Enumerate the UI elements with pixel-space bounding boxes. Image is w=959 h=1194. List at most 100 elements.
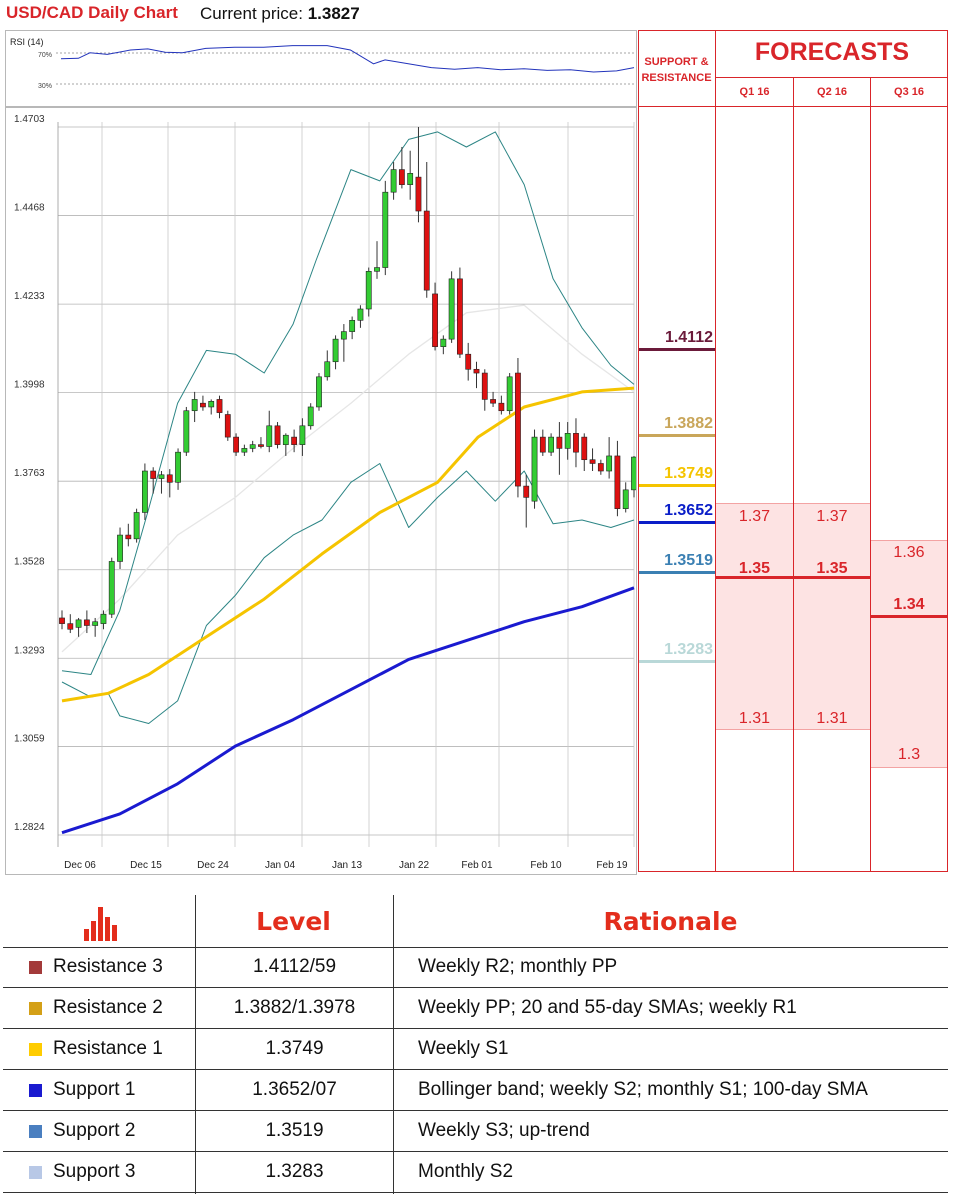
rsi-level-30: 30% [38,83,52,90]
level-color-swatch [29,1043,42,1056]
forecast-q1-low: 1.31 [738,710,771,727]
bollinger-upper-line [61,131,635,675]
forecast-q1-mid-line [716,576,793,579]
forecasts-header: FORECASTS [754,38,910,66]
candle [382,180,389,276]
table-row: Support 1 1.3652/07 Bollinger band; weekly… [3,1070,948,1111]
y-tick-label: 1.3528 [14,557,45,568]
x-tick-label: Jan 22 [399,860,429,871]
rationale-column-header: Rationale [603,907,738,936]
candle [473,361,480,389]
sr-level-label: 1.3882 [664,415,713,433]
candle [266,410,273,453]
sr-level-line [639,660,715,664]
level-color-swatch [29,961,42,974]
candle [200,395,206,411]
x-tick-label: Dec 24 [197,860,229,871]
forecast-range-q2 [794,503,870,730]
candle [92,617,99,637]
candle [340,324,347,362]
candle [539,429,546,456]
candle [432,282,438,351]
x-tick-label: Dec 15 [130,860,162,871]
quarter-header-q2: Q2 16 [817,86,847,98]
table-cell-level: 1.3882/1.3978 [233,997,356,1018]
candle [357,305,364,328]
candle [614,440,621,517]
candle [365,267,372,317]
rsi-label: RSI (14) [10,37,44,47]
candle [606,437,613,479]
candle [191,391,198,423]
candle [150,467,157,494]
x-tick-label: Dec 06 [64,860,96,871]
table-cell-level: 1.3283 [265,1161,324,1182]
candle [440,335,447,355]
candle [316,373,322,411]
candle [324,350,331,381]
table-cell-name: Support 3 [53,1161,136,1182]
candle [523,474,530,528]
table-cell-name: Support 1 [53,1079,136,1100]
candle [216,395,223,419]
table-cell-rationale: Bollinger band; weekly S2; monthly S1; 1… [418,1079,868,1100]
candle [498,395,505,415]
table-cell-name: Resistance 1 [53,1038,163,1059]
forecast-q2-high: 1.37 [816,508,848,525]
candle [141,463,148,520]
candle [224,410,231,441]
x-tick-label: Feb 10 [530,860,562,871]
candle [481,369,488,411]
candle [117,527,123,569]
candle [108,557,115,618]
candle [374,241,380,279]
candle [390,162,397,200]
table-cell-rationale: Monthly S2 [418,1161,514,1182]
candle [407,150,414,200]
candle [100,610,107,630]
candle [75,617,82,637]
candle [249,440,256,453]
candle [548,433,555,456]
sr-level-label: 1.4112 [664,328,713,346]
candle [233,433,239,456]
candle [465,342,472,381]
quarter-header-q1: Q1 16 [739,86,770,98]
table-header-row: Level Rationale [3,895,948,948]
quarter-header-q3: Q3 16 [894,86,924,98]
table-cell-level: 1.4112/59 [252,956,337,977]
candle [597,459,604,475]
candle [83,610,90,634]
level-color-swatch [29,1002,42,1015]
forecast-q1-high: 1.37 [738,508,771,525]
candle [423,162,430,298]
table-row: Support 3 1.3283 Monthly S2 [3,1152,948,1193]
candle [166,469,173,498]
table-row: Resistance 3 1.4112/59 Weekly R2; monthly … [3,947,948,988]
y-tick-label: 1.4233 [14,291,45,302]
candle [415,127,422,223]
table-cell-rationale: Weekly PP; 20 and 55-day SMAs; weekly R1 [418,997,797,1018]
candle [448,271,455,343]
sr-level-line [639,347,715,351]
candle [125,523,132,547]
candle [208,399,215,415]
candle [515,357,521,498]
candle [631,455,636,498]
candle [67,614,74,634]
candle [274,422,281,449]
forecast-q2-low: 1.31 [816,710,848,727]
candle [332,335,339,370]
candle [258,437,264,449]
candle [299,418,306,456]
sma20-line [61,304,635,653]
rsi-level-70: 70% [38,52,52,59]
rsi-plot: RSI (14) 70% 30% [10,37,635,90]
table-cell-name: Support 2 [53,1120,136,1141]
table-cell-level: 1.3519 [265,1120,324,1141]
bollinger-lower-line [61,463,635,724]
candle [490,391,496,407]
table-cell-level: 1.3749 [265,1038,324,1059]
current-price: Current price: 1.3827 [200,4,360,24]
candle [307,403,314,430]
